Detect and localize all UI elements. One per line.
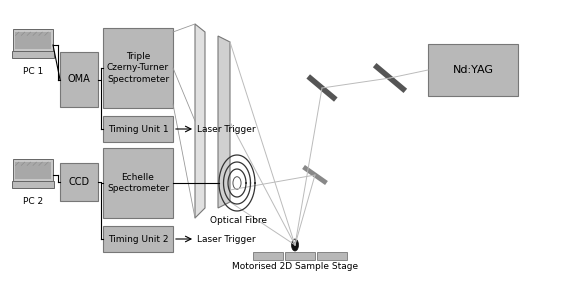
Bar [15,162,50,179]
Text: CCD: CCD [69,177,90,187]
Text: Nd:YAG: Nd:YAG [452,65,493,75]
Text: PC 2: PC 2 [23,197,43,206]
Bar [103,226,173,252]
Text: Timing Unit 1: Timing Unit 1 [108,125,168,133]
Bar [285,252,315,260]
Ellipse shape [233,177,241,189]
Text: PC 1: PC 1 [23,67,43,76]
Text: Timing Unit 2: Timing Unit 2 [108,234,168,244]
Polygon shape [218,36,230,208]
Text: Echelle
Spectrometer: Echelle Spectrometer [107,173,169,193]
Bar [13,29,53,51]
Bar [103,116,173,142]
Text: Laser Trigger: Laser Trigger [197,125,256,133]
Bar [15,32,50,49]
Bar [103,148,173,218]
Ellipse shape [293,239,295,242]
Bar [428,44,518,96]
Text: Optical Fibre: Optical Fibre [210,216,268,225]
Bar [253,252,283,260]
Bar [60,52,98,107]
Text: Laser Trigger: Laser Trigger [197,234,256,244]
Bar [13,159,53,181]
Polygon shape [195,24,205,218]
Bar [12,181,54,188]
Text: Triple
Czerny-Turner
Spectrometer: Triple Czerny-Turner Spectrometer [107,52,169,83]
Bar [103,28,173,108]
Bar [60,163,98,201]
Bar [317,252,347,260]
Text: Motorised 2D Sample Stage: Motorised 2D Sample Stage [232,262,358,271]
Bar [12,51,54,58]
Ellipse shape [291,239,298,251]
Text: OMA: OMA [67,75,90,84]
